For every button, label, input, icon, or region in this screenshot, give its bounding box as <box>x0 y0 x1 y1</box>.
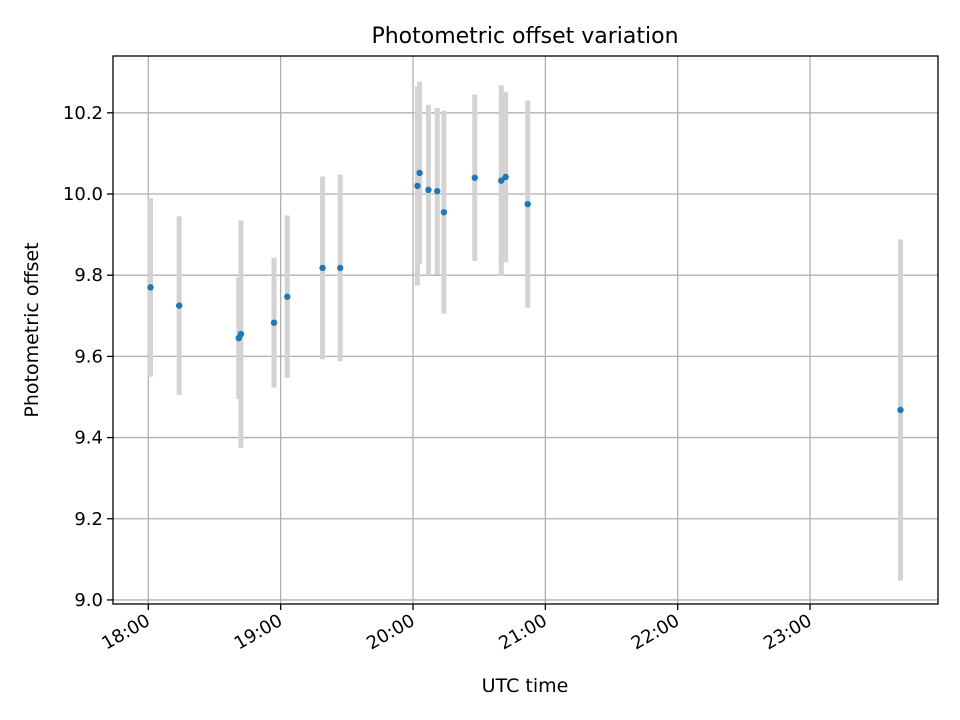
y-tick-label: 9.2 <box>74 509 103 530</box>
chart-title: Photometric offset variation <box>371 24 678 49</box>
data-point <box>175 302 183 309</box>
y-tick-label: 10.2 <box>63 103 103 124</box>
x-tick-label: 21:00 <box>495 610 550 654</box>
x-tick-label: 20:00 <box>363 610 418 654</box>
x-axis-label: UTC time <box>482 675 569 697</box>
data-point <box>425 186 432 194</box>
data-point <box>897 406 904 414</box>
y-tick-label: 9.6 <box>74 346 103 367</box>
data-point <box>270 319 278 326</box>
y-axis-label: Photometric offset <box>21 242 43 417</box>
x-tick-label: 23:00 <box>760 610 815 654</box>
data-point <box>337 264 344 272</box>
y-tick-label: 9.8 <box>74 265 103 286</box>
data-point <box>414 182 421 190</box>
data-point <box>319 264 326 272</box>
data-point <box>434 187 441 195</box>
data-point <box>440 209 448 216</box>
plot-frame <box>112 55 939 605</box>
y-tick-label: 9.4 <box>74 428 103 449</box>
x-tick-label: 18:00 <box>98 610 153 654</box>
data-points <box>147 169 904 414</box>
data-point <box>147 284 154 291</box>
error-bars <box>148 81 903 581</box>
data-point <box>284 293 291 300</box>
data-point <box>498 177 505 184</box>
y-tick-label: 9.0 <box>74 590 103 611</box>
data-point <box>471 174 478 181</box>
data-point <box>524 200 531 208</box>
x-tick-label: 22:00 <box>628 610 683 654</box>
data-point <box>416 169 423 177</box>
y-tick-label: 10.0 <box>63 184 103 205</box>
data-point <box>502 173 509 181</box>
data-point <box>237 330 245 338</box>
x-tick-label: 19:00 <box>231 610 286 654</box>
